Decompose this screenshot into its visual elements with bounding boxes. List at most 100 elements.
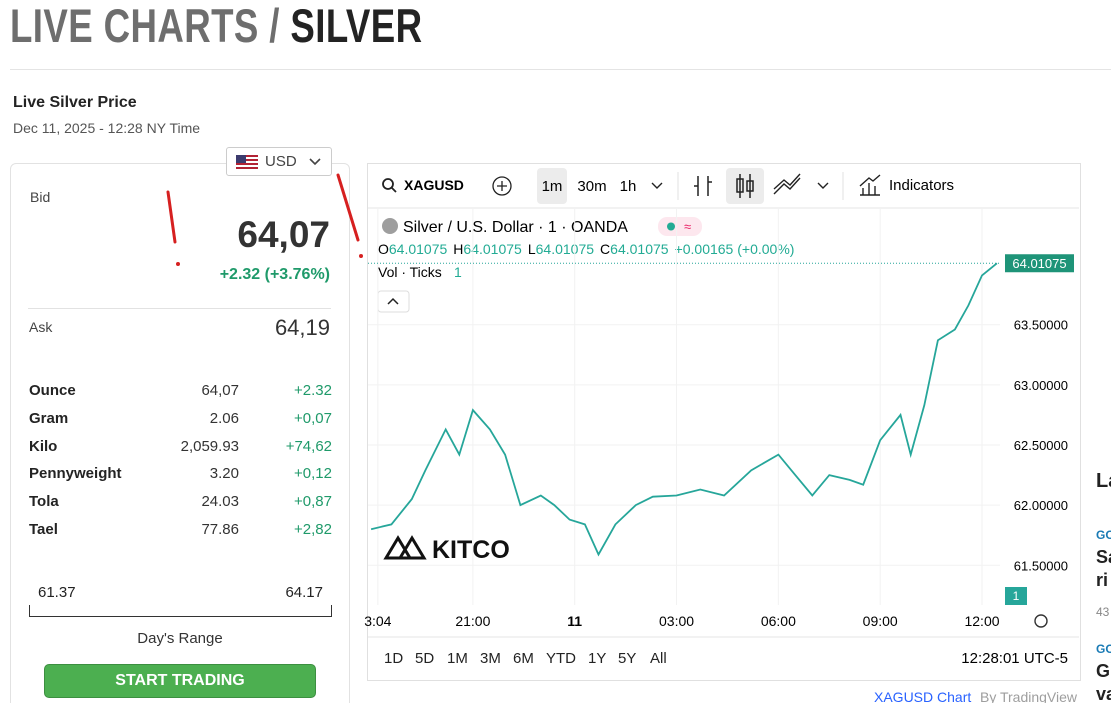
x-tick-label: 03:00 [659, 613, 694, 629]
legend-title: Silver / U.S. Dollar · 1 · OANDA [403, 219, 628, 236]
currency-select[interactable]: USD [226, 147, 332, 176]
range-button[interactable]: 1D [384, 650, 404, 667]
sidebar-text: GO [1096, 528, 1111, 542]
status-icon: ≈ [684, 219, 691, 234]
chevron[interactable] [651, 182, 663, 189]
clock: 12:28:01 UTC-5 [961, 650, 1068, 667]
candles-icon [736, 178, 744, 193]
ohlc-part: 64.01075 [463, 241, 522, 257]
search-icon[interactable] [382, 178, 394, 190]
bid-label: Bid [30, 189, 51, 205]
settings-icon[interactable] [1034, 614, 1048, 628]
range-label: Day's Range [137, 630, 223, 647]
unit-name: Tola [29, 493, 59, 510]
volume-tag [1005, 587, 1027, 605]
x-tick-label: 06:00 [761, 613, 796, 629]
candles-icon [746, 180, 754, 192]
range-button[interactable]: 3M [480, 650, 501, 667]
x-tick-label: 12:00 [964, 613, 999, 629]
range-button[interactable]: 6M [513, 650, 534, 667]
interval[interactable]: 1m [542, 178, 563, 195]
y-tick-label: 62.50000 [1014, 438, 1068, 453]
market-open-dot [667, 222, 675, 231]
vol-label: Vol · Ticks [378, 264, 442, 280]
start-trading-button[interactable]: START TRADING [44, 664, 316, 698]
chevron-up [387, 297, 399, 305]
compare-button[interactable] [492, 176, 512, 196]
ohlc-part: C [600, 241, 610, 257]
sidebar-text: G [1096, 661, 1111, 681]
indicators-icon[interactable] [859, 174, 881, 196]
currency: USD [265, 153, 297, 170]
unit-name: Tael [29, 521, 58, 538]
chevron[interactable] [817, 182, 829, 189]
unit-change: +2,82 [294, 521, 332, 538]
unit-price: 77.86 [201, 521, 239, 538]
interval[interactable]: 30m [577, 178, 606, 195]
range-button[interactable]: 1Y [588, 650, 607, 667]
kitco-logo: KITCO [383, 535, 510, 564]
unit-change: +0,07 [294, 410, 332, 427]
price-panel [10, 163, 350, 703]
collapse-button[interactable] [377, 290, 410, 313]
title-prefix: LIVE CHARTS / [10, 0, 280, 52]
sidebar-text: GO [1096, 642, 1111, 656]
indicators[interactable]: Indicators [889, 177, 954, 194]
unit-name: Gram [29, 410, 69, 427]
bars-icon[interactable] [694, 176, 712, 196]
change: +2.32 (+3.76%) [219, 266, 330, 283]
ohlc-part: 64.01075 [536, 241, 595, 257]
unit-name: Kilo [29, 438, 58, 455]
unit-change: +74,62 [285, 438, 332, 455]
range-high: 64.17 [285, 584, 323, 601]
symbol[interactable]: XAGUSD [404, 177, 464, 193]
candles-icon [739, 174, 751, 198]
sidebar-text: Sa [1096, 547, 1111, 567]
unit-price: 3.20 [209, 465, 239, 482]
ask: 64,19 [274, 315, 330, 340]
interval[interactable]: 1h [620, 178, 637, 195]
range-button[interactable]: YTD [546, 650, 576, 667]
credit-link[interactable]: XAGUSD Chart [874, 689, 971, 703]
y-tick-label: 63.00000 [1014, 378, 1068, 393]
ohlc-part: L [528, 241, 536, 257]
range-bar [29, 605, 332, 617]
ohlc-part: +0.00165 (+0.00%) [675, 241, 795, 257]
ohlc-part: 64.01075 [389, 241, 448, 257]
unit-change: +0,87 [294, 493, 332, 510]
ask-label: Ask [29, 319, 53, 335]
range-button[interactable]: 1M [447, 650, 468, 667]
y-tick-label: 62.00000 [1014, 498, 1068, 513]
unit-price: 64,07 [201, 382, 239, 399]
annotation [166, 173, 363, 266]
candles-active[interactable] [726, 168, 764, 204]
area-icon[interactable] [773, 173, 801, 195]
unit-price: 24.03 [201, 493, 239, 510]
title-main: SILVER [290, 0, 423, 52]
range-low: 61.37 [38, 584, 76, 601]
heading: Live Silver Price [13, 94, 137, 111]
page-title: LIVE CHARTS / SILVER [10, 0, 422, 53]
timestamp: Dec 11, 2025 - 12:28 NY Time [13, 120, 201, 136]
x-tick-label: 3:04 [364, 613, 391, 629]
range-button[interactable]: 5D [415, 650, 435, 667]
divider [28, 308, 331, 309]
chart-widget [367, 163, 1081, 681]
sidebar-text: va [1096, 684, 1111, 703]
y-tick-label: 63.50000 [1014, 318, 1068, 333]
ohlc-part: H [453, 241, 463, 257]
vol-value: 1 [454, 264, 462, 280]
status-badge [658, 217, 702, 236]
credit-by: By TradingView [980, 689, 1078, 703]
x-tick-label: 09:00 [863, 613, 898, 629]
sidebar-text: ri [1096, 570, 1109, 590]
symbol-logo [382, 218, 398, 234]
price-line [370, 262, 998, 557]
ohlc: O64.01075 H64.01075 L64.01075 C64.01075 +0.0… [378, 241, 794, 257]
range-button[interactable]: All [650, 650, 667, 667]
volume-tag-text: 1 [1013, 589, 1020, 603]
range-button[interactable]: 5Y [618, 650, 637, 667]
y-tick-label: 61.50000 [1014, 558, 1068, 573]
